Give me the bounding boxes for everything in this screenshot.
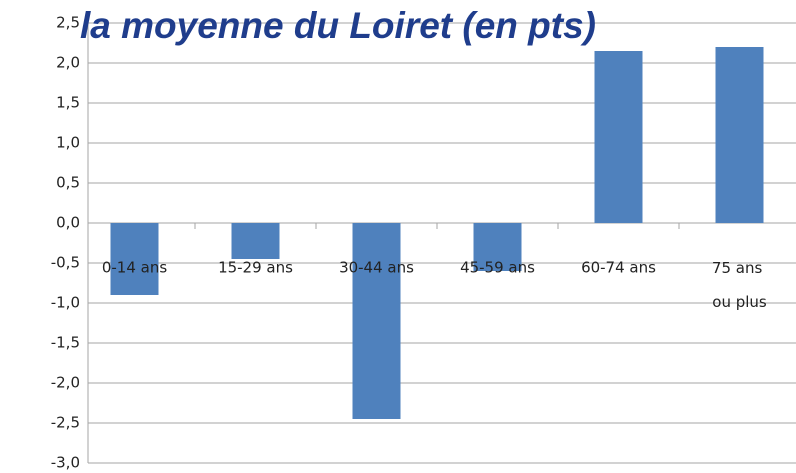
y-tick-label: 0,0	[56, 214, 80, 232]
y-tick-label: -2,0	[51, 374, 80, 392]
bar	[473, 223, 522, 271]
y-tick-label: 2,5	[56, 14, 80, 32]
y-tick-label: -1,5	[51, 334, 80, 352]
bar	[594, 51, 643, 223]
chart-title: la moyenne du Loiret (en pts)	[80, 5, 596, 46]
x-tick-label: 45-59 ans	[460, 259, 535, 277]
y-tick-label: 1,5	[56, 94, 80, 112]
bar	[352, 223, 401, 419]
x-tick-label: 0-14 ans	[102, 259, 168, 277]
y-tick-label: 0,5	[56, 174, 80, 192]
x-tick-label: 15-29 ans	[218, 259, 293, 277]
y-tick-label: -1,0	[51, 294, 80, 312]
y-tick-label: -2,5	[51, 414, 80, 432]
y-tick-label: 1,0	[56, 134, 80, 152]
bar	[110, 223, 159, 295]
y-tick-label: -0,5	[51, 254, 80, 272]
x-tick-label: 30-44 ans	[339, 259, 414, 277]
x-tick-label: 75 ans ou plus	[712, 259, 767, 311]
x-tick-label: 60-74 ans	[581, 259, 656, 277]
y-tick-label: -3,0	[51, 454, 80, 472]
y-tick-label: 2,0	[56, 54, 80, 72]
bar	[231, 223, 280, 259]
bar	[715, 47, 764, 223]
